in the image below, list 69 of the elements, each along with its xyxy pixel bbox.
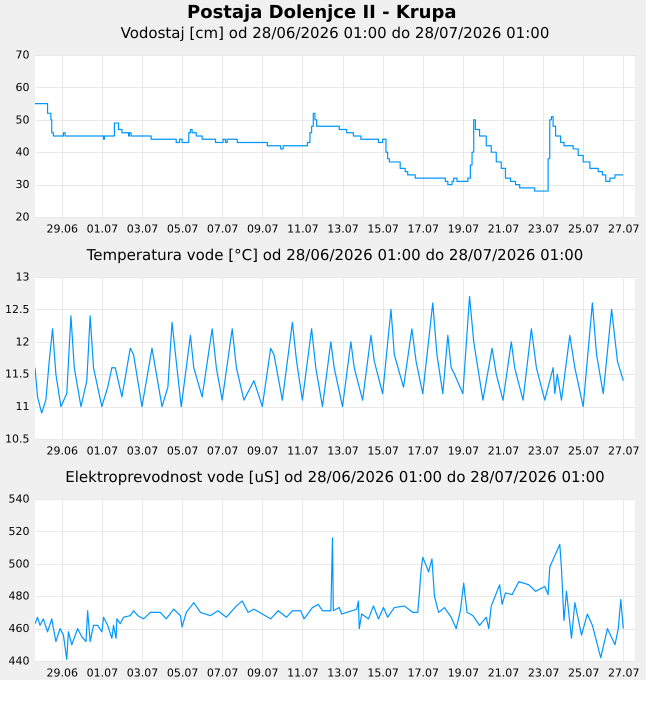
x-tick-label: 11.07 <box>287 444 319 458</box>
chart-title: Temperatura vode [°C] od 28/06/2026 01:00 do 28/07/2026 01:00 <box>86 246 584 264</box>
x-tick-label: 25.07 <box>568 666 600 680</box>
x-tick-label: 27.07 <box>608 222 640 236</box>
x-tick-label: 07.07 <box>206 222 238 236</box>
y-tick-label: 520 <box>8 524 30 538</box>
x-tick-label: 25.07 <box>568 444 600 458</box>
x-tick-label: 19.07 <box>448 222 480 236</box>
x-tick-label: 19.07 <box>448 666 480 680</box>
x-tick-label: 11.07 <box>287 222 319 236</box>
x-tick-label: 23.07 <box>528 444 560 458</box>
y-tick-label: 11 <box>16 400 30 414</box>
x-tick-label: 15.07 <box>367 666 399 680</box>
x-tick-label: 03.07 <box>126 444 158 458</box>
x-tick-label: 03.07 <box>126 222 158 236</box>
chart-title: Postaja Dolenjce II - Krupa <box>187 2 457 23</box>
chart-subtitle: Vodostaj [cm] od 28/06/2026 01:00 do 28/07/2026 01:00 <box>120 24 550 42</box>
y-tick-label: 10.5 <box>5 432 30 446</box>
x-tick-label: 21.07 <box>488 222 520 236</box>
x-tick-label: 13.07 <box>327 666 359 680</box>
chart-title: Elektroprevodnost vode [uS] od 28/06/2026 01:00 do 28/07/2026 01:00 <box>65 468 605 486</box>
x-tick-label: 17.07 <box>407 444 439 458</box>
y-tick-label: 12 <box>16 335 30 348</box>
x-tick-label: 15.07 <box>367 222 399 236</box>
x-tick-label: 09.07 <box>247 666 279 680</box>
x-tick-label: 29.06 <box>46 666 78 680</box>
line-series <box>35 296 624 414</box>
y-tick-label: 40 <box>16 146 30 159</box>
x-tick-label: 23.07 <box>528 222 560 236</box>
x-tick-label: 05.07 <box>166 666 198 680</box>
y-tick-label: 460 <box>8 622 30 636</box>
x-tick-label: 05.07 <box>166 222 198 236</box>
y-tick-label: 70 <box>16 48 30 62</box>
x-tick-label: 09.07 <box>247 222 279 236</box>
x-tick-label: 01.07 <box>86 444 118 458</box>
x-tick-label: 17.07 <box>407 666 439 680</box>
y-tick-label: 11.5 <box>5 368 30 381</box>
y-tick-label: 540 <box>8 492 30 506</box>
line-series <box>35 537 624 660</box>
x-tick-label: 23.07 <box>528 666 560 680</box>
x-tick-label: 17.07 <box>407 222 439 236</box>
y-tick-label: 60 <box>16 80 30 94</box>
x-tick-label: 25.07 <box>568 222 600 236</box>
y-tick-label: 480 <box>8 590 30 603</box>
x-tick-label: 15.07 <box>367 444 399 458</box>
x-tick-label: 19.07 <box>448 444 480 458</box>
x-tick-label: 01.07 <box>86 666 118 680</box>
x-tick-label: 27.07 <box>608 666 640 680</box>
y-tick-label: 12.5 <box>5 302 30 316</box>
y-tick-label: 30 <box>16 178 30 192</box>
y-tick-label: 500 <box>8 557 30 570</box>
x-tick-label: 21.07 <box>488 666 520 680</box>
x-tick-label: 27.07 <box>608 444 640 458</box>
y-tick-label: 440 <box>8 654 30 668</box>
x-tick-label: 29.06 <box>46 444 78 458</box>
x-tick-label: 07.07 <box>206 444 238 458</box>
x-tick-label: 13.07 <box>327 444 359 458</box>
y-tick-label: 20 <box>16 210 30 224</box>
x-tick-label: 11.07 <box>287 666 319 680</box>
x-tick-label: 07.07 <box>206 666 238 680</box>
x-tick-label: 05.07 <box>166 444 198 458</box>
x-tick-label: 21.07 <box>488 444 520 458</box>
x-tick-label: 01.07 <box>86 222 118 236</box>
y-tick-label: 50 <box>16 113 30 126</box>
x-tick-label: 09.07 <box>247 444 279 458</box>
y-tick-label: 13 <box>16 270 30 284</box>
x-tick-label: 13.07 <box>327 222 359 236</box>
x-tick-label: 03.07 <box>126 666 158 680</box>
x-tick-label: 29.06 <box>46 222 78 236</box>
